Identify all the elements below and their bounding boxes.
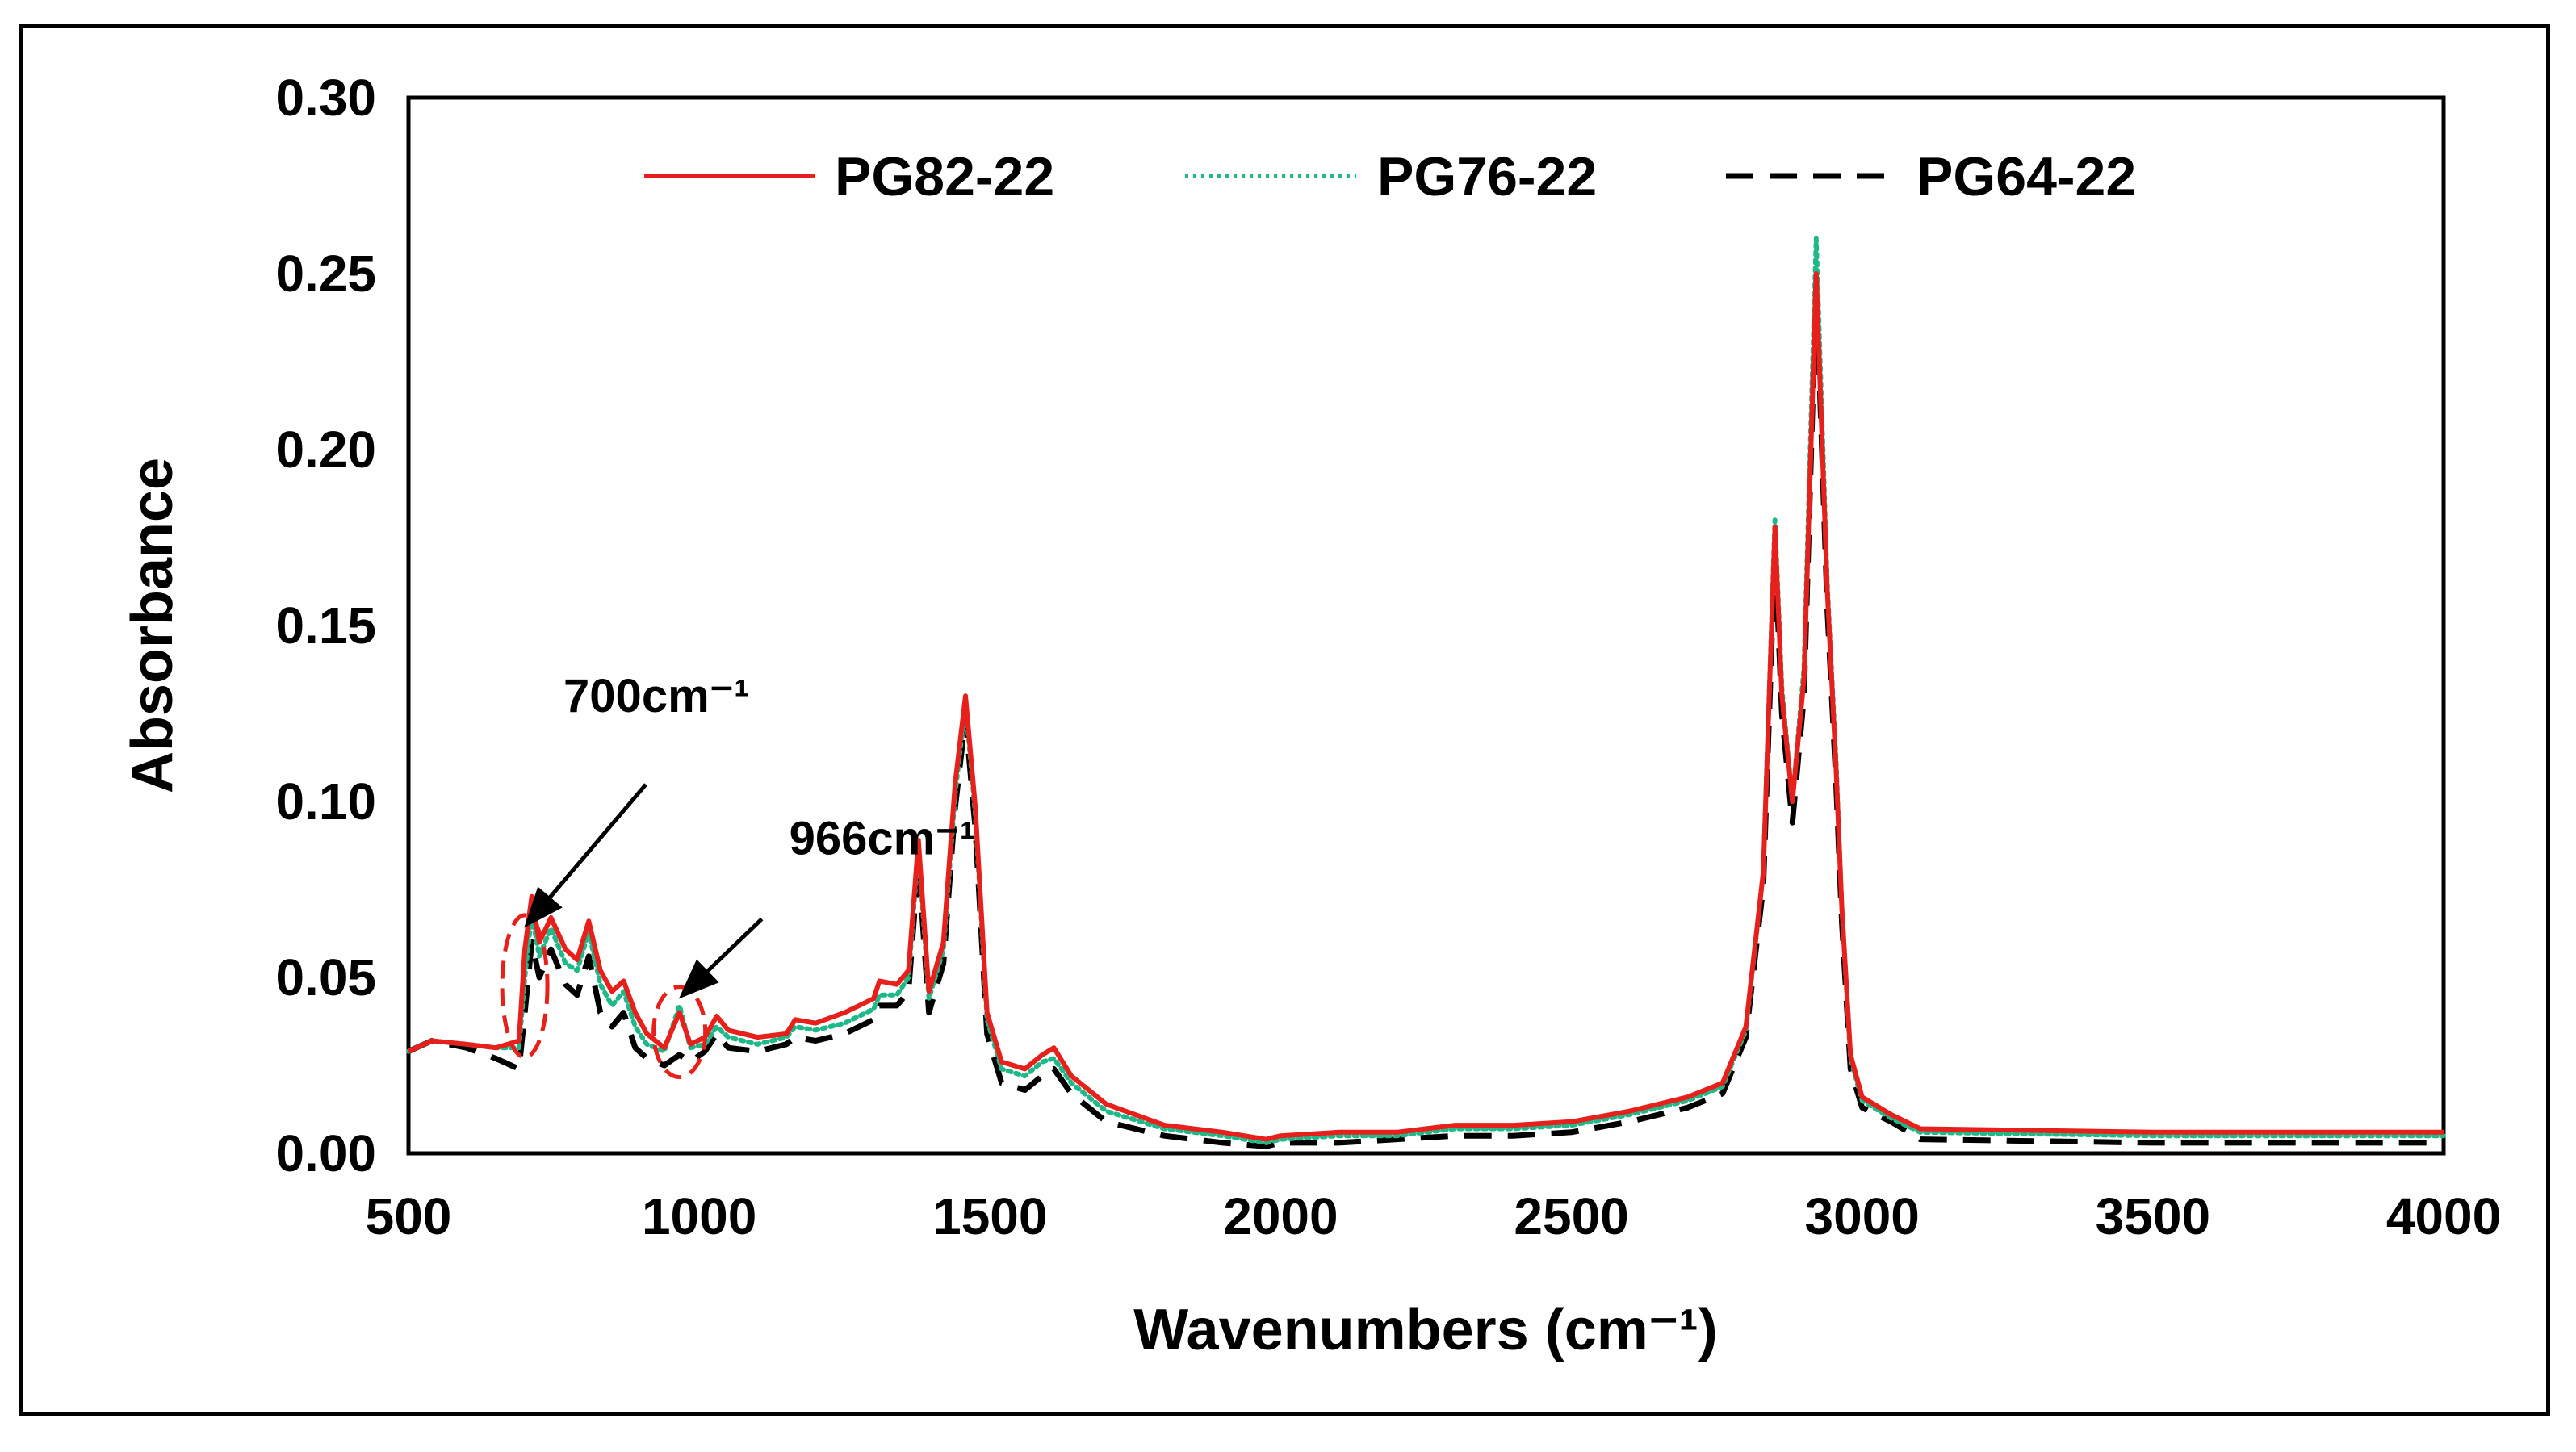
legend-label: PG64-22 [1916,146,2136,207]
x-tick-label: 3500 [2096,1187,2210,1245]
plot-area [406,95,2446,1156]
x-tick-label: 2000 [1223,1187,1338,1245]
y-tick-label: 0.10 [275,772,376,831]
y-tick-label: 0.30 [275,69,376,127]
x-tick-label: 1500 [932,1187,1047,1245]
y-tick-label: 0.20 [275,421,376,479]
x-tick-label: 4000 [2386,1187,2501,1245]
x-axis-ticks: 500 1000 1500 2000 2500 3000 3500 4000 [366,1187,2502,1245]
chart-frame [19,24,2550,1416]
y-tick-label: 0.25 [275,245,376,303]
x-tick-label: 1000 [642,1187,756,1245]
x-tick-label: 500 [366,1187,452,1245]
legend-label: PG76-22 [1377,146,1597,207]
y-axis-ticks: 0.00 0.05 0.10 0.15 0.20 0.25 0.30 [275,69,376,1182]
x-tick-label: 3000 [1805,1187,1920,1245]
legend-label: PG82-22 [835,146,1054,207]
annotation-label: 966cm⁻¹ [790,813,976,865]
legend: PG82-22 PG76-22 PG64-22 [644,146,2136,207]
y-tick-label: 0.05 [275,948,376,1006]
series-line-pg82-22 [407,271,2444,1142]
y-tick-label: 0.15 [275,596,376,655]
annotation-arrow [524,783,647,928]
annotations-group: 700cm⁻¹ 966cm⁻¹ [500,670,976,1080]
y-tick-label: 0.00 [275,1124,376,1182]
series-group [406,236,2446,1149]
x-tick-label: 2500 [1514,1187,1628,1245]
annotation-arrow [678,917,764,999]
x-axis-label: Wavenumbers (cm⁻¹) [1133,1298,1717,1362]
annotation-label: 700cm⁻¹ [563,670,750,722]
y-axis-label: Absorbance [120,458,185,793]
